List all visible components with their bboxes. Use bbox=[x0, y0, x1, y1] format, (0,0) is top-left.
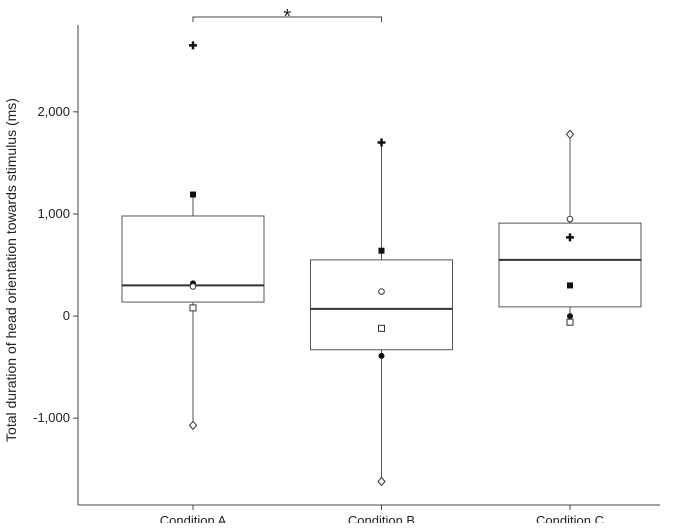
point bbox=[378, 247, 385, 254]
point bbox=[378, 352, 385, 359]
box bbox=[498, 222, 642, 308]
box bbox=[121, 215, 265, 303]
y-tick-label: 2,000 bbox=[37, 104, 70, 119]
point bbox=[567, 313, 573, 320]
significance-bracket bbox=[192, 16, 382, 22]
box bbox=[310, 259, 453, 351]
point bbox=[377, 476, 386, 487]
x-tick-label: Condition C bbox=[536, 513, 604, 523]
point bbox=[566, 215, 574, 223]
significance-label: * bbox=[283, 6, 291, 28]
point bbox=[189, 304, 197, 312]
point bbox=[566, 233, 574, 242]
x-tick-label: Condition A bbox=[160, 513, 227, 523]
y-tick-label: 1,000 bbox=[37, 206, 70, 221]
y-tick-label: -1,000 bbox=[33, 410, 70, 425]
x-tick-label: Condition B bbox=[348, 513, 415, 523]
point bbox=[188, 420, 198, 431]
y-axis-label: Total duration of head orientation towar… bbox=[3, 98, 19, 442]
point bbox=[189, 283, 197, 290]
y-tick-label: 0 bbox=[63, 308, 70, 323]
point bbox=[378, 288, 385, 295]
point bbox=[378, 324, 385, 332]
point bbox=[566, 318, 574, 326]
point bbox=[377, 138, 386, 147]
point bbox=[565, 129, 575, 140]
point bbox=[190, 191, 196, 198]
point bbox=[567, 282, 573, 289]
point bbox=[189, 41, 197, 50]
